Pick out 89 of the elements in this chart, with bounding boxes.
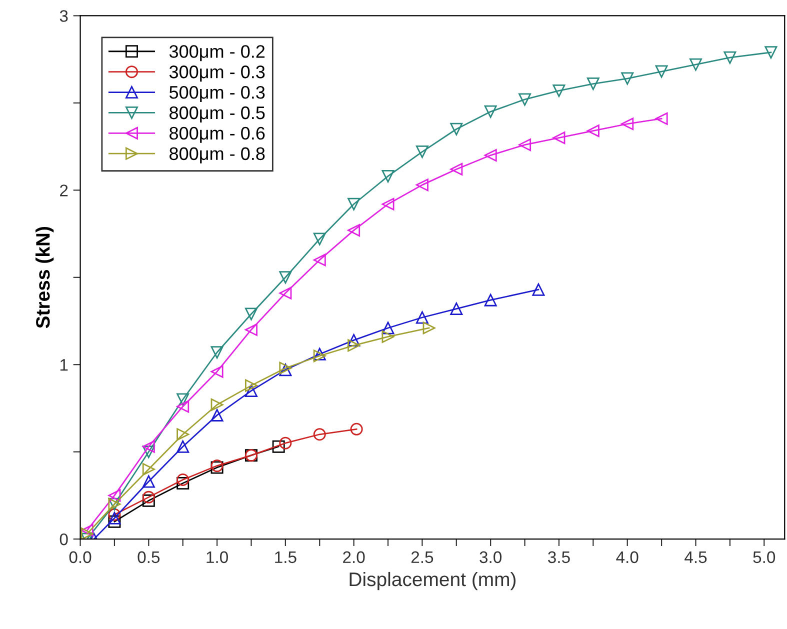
point	[382, 170, 394, 182]
point	[210, 365, 224, 378]
point	[142, 446, 155, 458]
y-tick-label: 1	[60, 359, 68, 371]
legend-label: 800μm - 0.8	[170, 147, 265, 164]
point	[279, 271, 292, 284]
x-tick-label: 2.0	[343, 551, 365, 564]
point	[350, 422, 363, 436]
x-axis-title: Displacement (mm)	[350, 572, 516, 590]
y-tick-label: 3	[60, 10, 68, 22]
x-tick-label: 5.0	[753, 551, 776, 564]
point	[484, 149, 497, 162]
y-axis-title: Stress (kN)	[36, 227, 54, 328]
point	[176, 473, 190, 486]
point	[142, 490, 155, 504]
point	[422, 322, 436, 334]
point	[176, 440, 190, 453]
point	[176, 393, 190, 406]
point	[313, 232, 326, 246]
point	[655, 65, 668, 78]
point	[416, 178, 428, 192]
point	[176, 428, 190, 441]
point	[586, 124, 600, 138]
point	[382, 322, 394, 334]
x-tick-label: 4.0	[616, 551, 638, 564]
point	[244, 323, 258, 336]
point	[552, 84, 566, 97]
point	[552, 132, 566, 144]
point	[382, 330, 394, 343]
point	[244, 384, 258, 398]
point	[279, 286, 292, 300]
legend-label: 800μm - 0.6	[170, 126, 265, 143]
point	[313, 428, 326, 441]
legend-label: 300μm - 0.2	[169, 45, 265, 62]
x-tick-label: 2.5	[411, 551, 434, 564]
point	[108, 508, 121, 521]
x-tick-label: 1.0	[206, 551, 228, 564]
point	[210, 398, 224, 411]
point	[416, 311, 428, 324]
point	[108, 489, 121, 502]
point	[244, 379, 258, 392]
point	[450, 122, 463, 136]
x-tick-label: 3.5	[548, 551, 570, 564]
point	[108, 515, 121, 528]
point	[80, 524, 94, 537]
point	[80, 528, 94, 540]
x-tick-label: 0.0	[69, 551, 92, 564]
point	[764, 46, 778, 59]
point	[724, 51, 736, 64]
x-tick-label: 3.0	[480, 551, 502, 564]
point	[621, 118, 634, 130]
point	[142, 494, 155, 507]
x-tick-label: 4.5	[684, 551, 707, 564]
point	[484, 105, 497, 118]
point	[210, 408, 224, 422]
y-tick-label: 0	[60, 533, 68, 546]
point	[484, 294, 497, 306]
point	[382, 198, 394, 210]
point	[176, 476, 190, 490]
x-tick-label: 1.5	[275, 551, 296, 564]
x-tick-label: 0.5	[138, 551, 160, 564]
point	[532, 283, 545, 296]
point	[176, 400, 190, 413]
point	[142, 440, 155, 453]
point	[689, 58, 702, 71]
point	[586, 78, 600, 90]
point	[416, 146, 428, 158]
point	[348, 339, 360, 352]
point	[210, 346, 224, 359]
point	[348, 198, 360, 210]
legend-label: 500μm - 0.3	[169, 86, 265, 102]
point	[348, 224, 360, 237]
point	[655, 112, 668, 125]
point	[142, 475, 155, 488]
y-tick-label: 2	[60, 184, 68, 196]
point	[621, 72, 634, 85]
point	[272, 440, 285, 453]
point	[108, 512, 121, 524]
point	[244, 308, 258, 320]
point	[450, 162, 463, 176]
point	[142, 463, 155, 476]
point	[518, 138, 532, 152]
point	[348, 334, 360, 346]
point	[450, 302, 463, 316]
legend-label: 800μm - 0.5	[170, 106, 265, 122]
point	[279, 436, 292, 450]
legend-label: 300μm - 0.3	[169, 66, 265, 82]
point	[313, 254, 326, 266]
point	[518, 93, 532, 106]
